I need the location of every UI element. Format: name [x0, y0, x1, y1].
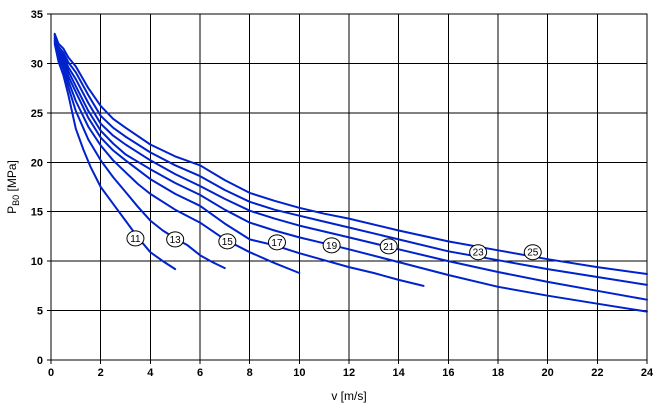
plot-border: [50, 13, 648, 361]
curve-label-circle: [267, 234, 286, 251]
x-tick-label: 22: [591, 367, 603, 379]
x-tick-label: 20: [542, 367, 554, 379]
curve-label-11: 11: [126, 230, 145, 247]
y-tick-label: 20: [31, 157, 43, 169]
curve-11: [53, 42, 177, 271]
x-axis-title: v [m/s]: [331, 389, 366, 403]
curve-label-value: 17: [271, 238, 283, 249]
curve-label-circle: [523, 244, 542, 261]
y-tick-label: 10: [31, 256, 43, 268]
y-tick-label: 25: [31, 108, 43, 120]
curve-13: [53, 40, 226, 270]
curve-21: [53, 34, 648, 301]
curve-label-19: 19: [322, 237, 341, 254]
curve-23: [53, 33, 648, 286]
x-tick-label: 10: [293, 367, 305, 379]
curve-19: [53, 36, 648, 313]
y-axis-title-unit: [MPa]: [5, 160, 19, 195]
curve-label-circle: [126, 230, 145, 247]
x-tick-label: 4: [147, 367, 154, 379]
curve-label-13: 13: [166, 231, 185, 248]
curve-label-circle: [379, 238, 398, 255]
x-tick-label: 2: [98, 367, 104, 379]
x-tick-label: 0: [48, 367, 54, 379]
x-tick-label: 14: [393, 367, 406, 379]
curve-label-15: 15: [218, 233, 237, 250]
curve-label-circle: [322, 237, 341, 254]
curve-label-value: 23: [473, 248, 485, 259]
y-tick-label: 35: [31, 9, 43, 21]
curve-25: [53, 32, 648, 275]
curve-label-25: 25: [523, 244, 542, 261]
y-tick-label: 5: [37, 306, 43, 318]
x-tick-label: 8: [247, 367, 253, 379]
y-axis-title-subscript: B0: [11, 195, 21, 206]
curve-label-value: 13: [170, 235, 182, 246]
curve-label-21: 21: [379, 238, 398, 255]
x-tick-label: 24: [641, 367, 654, 379]
curve-17: [53, 37, 425, 287]
curve-label-circle: [469, 244, 488, 261]
y-tick-label: 15: [31, 207, 43, 219]
curve-label-value: 21: [383, 242, 395, 253]
x-tick-label: 12: [343, 367, 355, 379]
x-tick-label: 18: [492, 367, 504, 379]
curve-label-value: 11: [130, 234, 141, 245]
y-tick-label: 30: [31, 58, 43, 70]
x-tick-label: 6: [197, 367, 203, 379]
curve-label-value: 25: [527, 248, 539, 259]
curve-label-23: 23: [469, 244, 488, 261]
curve-label-value: 19: [326, 241, 338, 252]
y-axis-title-main: P: [5, 206, 19, 214]
curve-label-circle: [166, 231, 185, 248]
y-tick-label: 0: [37, 355, 43, 367]
x-tick-label: 16: [442, 367, 454, 379]
curve-label-17: 17: [267, 234, 286, 251]
curve-label-circle: [218, 233, 237, 250]
y-axis-title: PB0 [MPa]: [5, 160, 21, 214]
curve-label-value: 15: [222, 237, 234, 248]
